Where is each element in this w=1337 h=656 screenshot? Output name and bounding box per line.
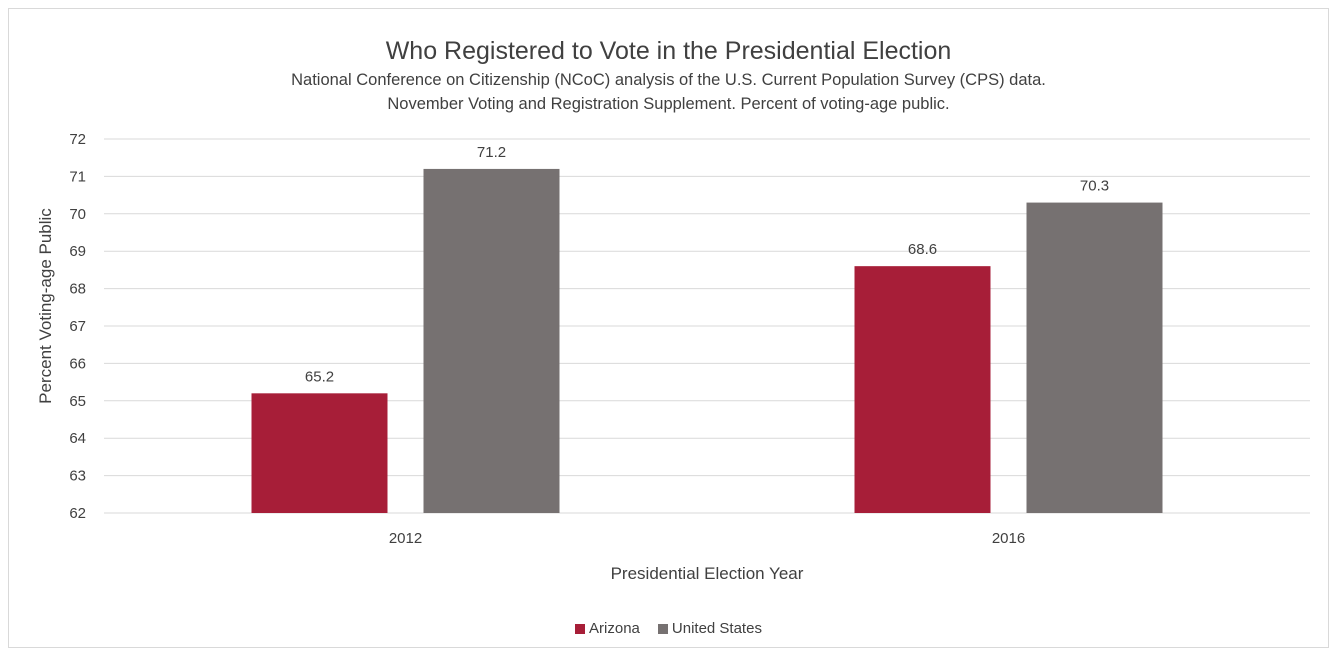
y-tick-label-69: 69 <box>69 243 86 260</box>
legend-item-arizona: Arizona <box>575 620 640 637</box>
legend-swatch-united-states <box>657 623 668 634</box>
data-label-united-states-2012: 71.2 <box>477 144 506 161</box>
x-axis-title: Presidential Election Year <box>611 564 804 583</box>
chart-subtitle-line-1: National Conference on Citizenship (NCoC… <box>291 71 1046 89</box>
legend-label-arizona: Arizona <box>589 620 640 637</box>
y-tick-label-72: 72 <box>69 131 86 148</box>
y-tick-label-62: 62 <box>69 505 86 522</box>
y-tick-label-66: 66 <box>69 355 86 372</box>
chart-legend: Arizona United States <box>0 620 1337 637</box>
data-label-arizona-2016: 68.6 <box>908 241 937 258</box>
bar-united-states-2016 <box>1026 202 1163 513</box>
bar-arizona-2012 <box>251 393 388 513</box>
y-tick-label-65: 65 <box>69 393 86 410</box>
chart-subtitle-line-2: November Voting and Registration Supplem… <box>387 95 950 113</box>
data-label-arizona-2012: 65.2 <box>305 368 334 385</box>
legend-swatch-arizona <box>575 623 586 634</box>
y-tick-label-70: 70 <box>69 206 86 223</box>
y-tick-label-63: 63 <box>69 468 86 485</box>
bar-united-states-2012 <box>423 168 560 514</box>
chart-title: Who Registered to Vote in the Presidenti… <box>385 37 952 65</box>
y-tick-label-71: 71 <box>69 168 86 185</box>
x-tick-label-2012: 2012 <box>389 530 422 547</box>
bar-arizona-2016 <box>854 266 991 513</box>
x-tick-label-2016: 2016 <box>992 530 1025 547</box>
y-tick-label-68: 68 <box>69 281 86 298</box>
y-tick-label-64: 64 <box>69 430 86 447</box>
legend-item-united-states: United States <box>657 620 762 637</box>
y-tick-label-67: 67 <box>69 318 86 335</box>
y-axis-title: Percent Voting-age Public <box>36 208 55 404</box>
data-label-united-states-2016: 70.3 <box>1080 178 1109 195</box>
legend-label-united-states: United States <box>671 620 762 637</box>
